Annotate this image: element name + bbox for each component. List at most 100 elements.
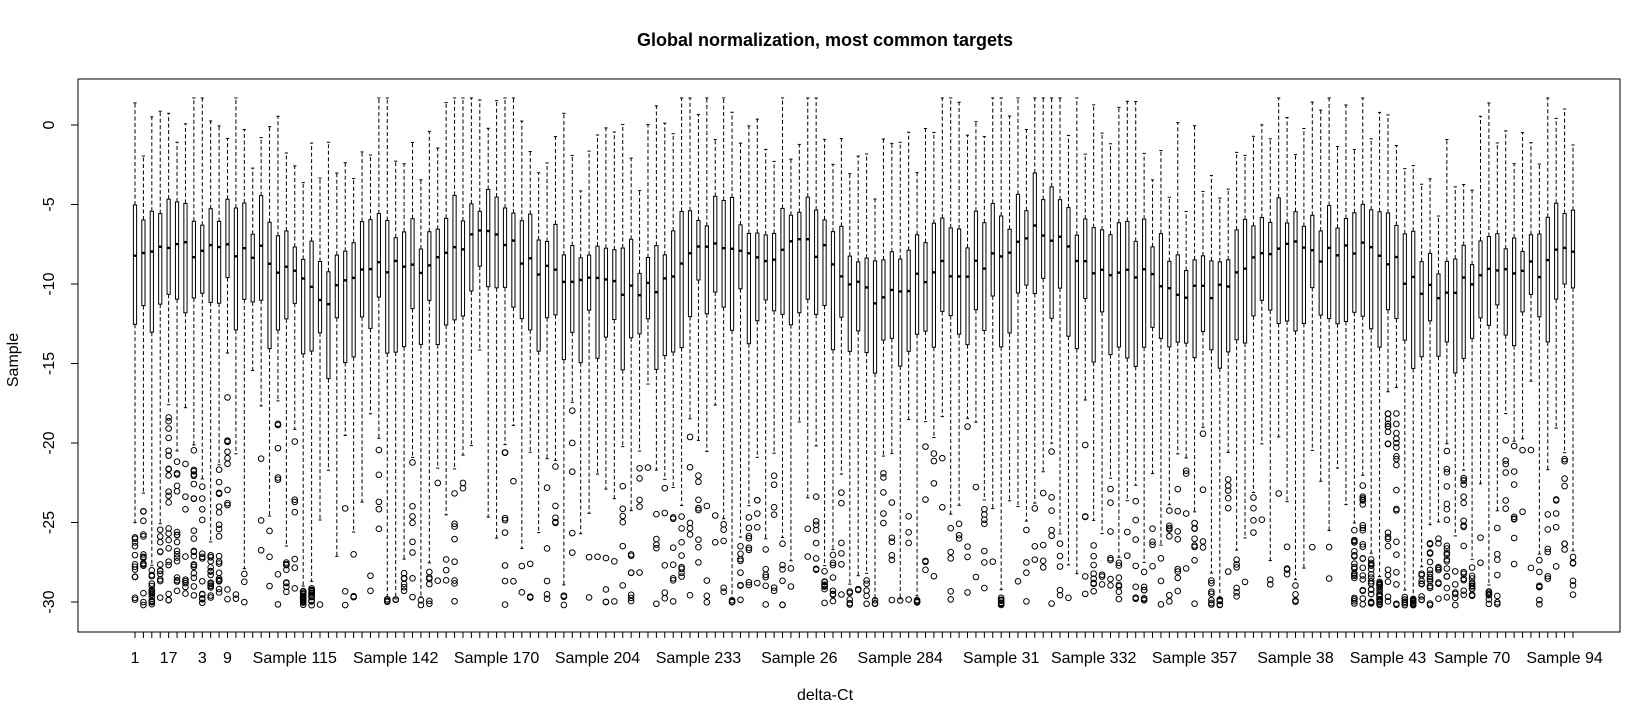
box-141	[1309, 101, 1316, 551]
outlier-point	[972, 573, 980, 581]
outlier-point	[1384, 529, 1392, 536]
outlier-point	[1090, 580, 1097, 588]
box-70	[711, 139, 719, 546]
outlier-point	[215, 585, 223, 593]
outlier-point	[1460, 493, 1467, 501]
outlier-point	[1250, 529, 1257, 536]
outlier-point	[1292, 597, 1299, 604]
outlier-point	[1443, 469, 1451, 476]
outlier-point	[770, 503, 778, 511]
outlier-point	[1502, 436, 1510, 444]
outlier-point	[1140, 586, 1148, 594]
box-79	[787, 158, 795, 590]
outlier-point	[400, 583, 408, 591]
outlier-point	[602, 554, 610, 562]
box-105	[1007, 115, 1012, 502]
outlier-point	[745, 544, 753, 552]
outlier-point	[1468, 572, 1476, 580]
outlier-point	[1039, 489, 1047, 497]
outlier-point	[703, 592, 711, 600]
outlier-point	[1023, 559, 1030, 566]
plot-area	[131, 97, 1577, 609]
outlier-point	[1460, 499, 1467, 507]
outlier-point	[367, 587, 374, 595]
outlier-point	[1393, 420, 1400, 428]
box-37	[434, 147, 442, 585]
outlier-point	[165, 525, 172, 532]
box-iqr	[957, 228, 962, 335]
outlier-point	[1107, 582, 1114, 589]
outlier-point	[821, 581, 828, 588]
box-iqr	[301, 258, 306, 355]
outlier-point	[1561, 482, 1568, 490]
outlier-point	[1409, 598, 1417, 605]
outlier-point	[350, 593, 357, 601]
box-iqr	[822, 219, 827, 306]
box-iqr	[1436, 273, 1441, 357]
box-iqr	[528, 213, 533, 331]
outlier-point	[1485, 591, 1493, 598]
outlier-point	[501, 562, 509, 569]
outlier-point	[1477, 534, 1484, 541]
x-tick-label: Sample 70	[1434, 650, 1511, 667]
box-54	[578, 190, 583, 535]
outlier-point	[922, 566, 929, 574]
x-axis: 1 17 3 9 Sample 115 Sample 142 Sample 170 Sampl…	[131, 631, 1603, 667]
box-74	[745, 125, 753, 589]
box-123	[1157, 150, 1165, 608]
outlier-point	[1309, 543, 1316, 551]
outlier-point	[207, 571, 214, 579]
x-tick-label: Sample 170	[454, 650, 539, 667]
outlier-point	[173, 528, 181, 536]
outlier-point	[1351, 598, 1358, 605]
y-tick-label: -10	[41, 272, 58, 295]
outlier-point	[1056, 552, 1064, 560]
box-iqr	[519, 220, 524, 320]
box-51	[552, 136, 559, 527]
outlier-point	[1351, 563, 1358, 571]
box-iqr	[914, 234, 920, 335]
box-iqr	[351, 242, 356, 358]
box-90	[880, 138, 887, 527]
box-iqr	[1427, 252, 1433, 322]
outlier-point	[880, 489, 887, 496]
outlier-point	[1090, 570, 1097, 578]
outlier-point	[1561, 540, 1568, 548]
outlier-point	[1384, 578, 1392, 585]
outlier-point	[190, 466, 198, 474]
box-iqr	[1192, 259, 1197, 359]
box-148	[1367, 138, 1375, 607]
outlier-point	[1351, 560, 1358, 568]
outlier-point	[182, 579, 189, 587]
outlier-point	[1107, 499, 1114, 507]
outlier-point	[1174, 568, 1182, 575]
outlier-point	[426, 597, 433, 605]
box-25	[334, 172, 339, 557]
outlier-point	[1048, 507, 1055, 514]
x-tick-label: Sample 43	[1350, 650, 1427, 667]
outlier-point	[165, 465, 172, 473]
box-iqr	[772, 232, 777, 312]
outlier-point	[728, 598, 736, 606]
outlier-point	[1393, 581, 1400, 588]
outlier-point	[274, 476, 282, 483]
box-120	[1132, 100, 1140, 603]
outlier-point	[888, 534, 896, 542]
box-31	[383, 97, 391, 606]
box-117	[1107, 143, 1114, 589]
outlier-point	[1460, 591, 1467, 599]
outlier-point	[1510, 481, 1518, 488]
box-iqr	[603, 247, 609, 338]
outlier-point	[1359, 524, 1367, 532]
box-iqr	[1335, 227, 1340, 325]
box-53	[568, 154, 576, 556]
box-42	[477, 99, 482, 351]
box-122	[1149, 179, 1156, 570]
outlier-point	[1359, 495, 1367, 502]
outlier-point	[762, 601, 770, 608]
outlier-point	[190, 592, 198, 599]
box-71	[720, 97, 727, 596]
box-iqr	[847, 255, 852, 352]
outlier-point	[1451, 590, 1459, 598]
box-iqr	[906, 249, 911, 352]
